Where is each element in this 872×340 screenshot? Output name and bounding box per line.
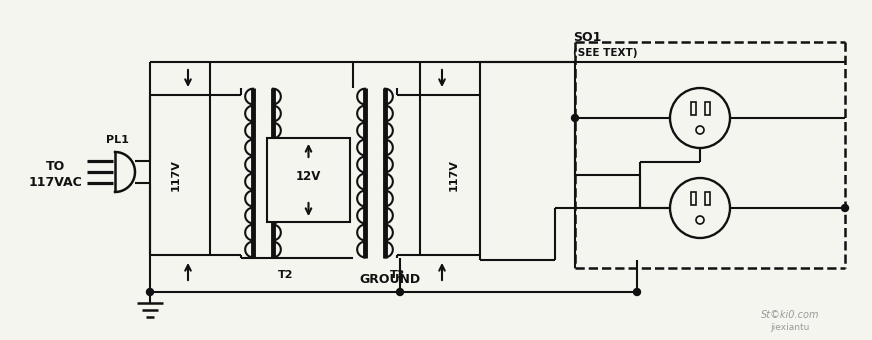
Bar: [691, 102, 696, 115]
Bar: [705, 192, 710, 205]
Circle shape: [841, 204, 848, 211]
Text: 117VAC: 117VAC: [28, 175, 82, 188]
Text: 117V: 117V: [449, 159, 459, 191]
Text: 12V: 12V: [296, 170, 321, 183]
Circle shape: [696, 216, 704, 224]
Text: GROUND: GROUND: [359, 273, 420, 286]
Text: TO: TO: [45, 160, 65, 173]
Bar: [267, 138, 350, 222]
Text: SO1: SO1: [573, 31, 602, 44]
Circle shape: [670, 88, 730, 148]
Bar: [691, 192, 696, 205]
Circle shape: [146, 289, 153, 295]
Text: St©ki0.com: St©ki0.com: [760, 310, 820, 320]
Text: 117V: 117V: [171, 159, 181, 191]
Circle shape: [633, 289, 641, 295]
Text: jiexiantu: jiexiantu: [770, 323, 810, 333]
Circle shape: [397, 289, 404, 295]
Text: T2: T2: [278, 270, 294, 280]
Circle shape: [696, 126, 704, 134]
Circle shape: [571, 115, 578, 121]
Text: (SEE TEXT): (SEE TEXT): [573, 48, 637, 58]
Text: T3: T3: [390, 270, 405, 280]
Text: PL1: PL1: [106, 135, 128, 145]
Bar: [705, 102, 710, 115]
Circle shape: [670, 178, 730, 238]
